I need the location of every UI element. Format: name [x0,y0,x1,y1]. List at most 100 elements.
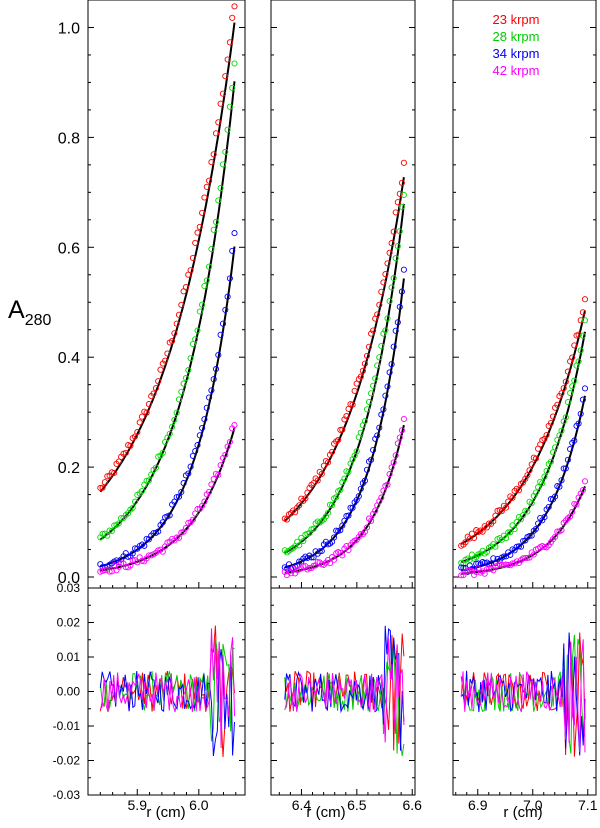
cell-1-point-23-krpm [208,159,215,166]
cell-2-point-23-krpm [316,468,323,475]
cell-2-residual-42-krpm [284,638,405,743]
cell-2-point-42-krpm [363,524,371,531]
cell-1-point-28-krpm [145,477,152,484]
cell-1-point-28-krpm [148,471,155,478]
cell-1-point-34-krpm [222,306,229,313]
cell-3-point-23-krpm [505,498,512,505]
cell-1-point-23-krpm [173,320,180,327]
cell-3-point-42-krpm [526,554,533,561]
cell-3-point-34-krpm [552,493,559,500]
cell-1-point-23-krpm [122,449,129,456]
cell-2-point-23-krpm [382,271,389,278]
cell-3-point-42-krpm [460,572,467,579]
cell-3-residual-34-krpm [460,632,586,756]
cell-3-point-34-krpm [581,385,589,392]
cell-3-point-23-krpm [564,368,571,375]
cell-1-point-42-krpm [175,534,183,541]
cell-3-point-23-krpm [503,504,510,511]
cell-2-point-28-krpm [392,255,399,262]
cell-3-point-28-krpm [503,535,510,542]
cell-1-residual-34-krpm [99,649,235,757]
cell-3-point-34-krpm [560,465,567,472]
cell-3-point-28-krpm [532,489,539,496]
cell-2-point-23-krpm [318,470,325,477]
cell-2-point-28-krpm [388,284,395,291]
cell-3-point-28-krpm [535,484,542,491]
cell-2-point-42-krpm [324,556,332,564]
cell-3-point-42-krpm [554,528,561,535]
cell-1-point-42-krpm [138,557,146,564]
cell-1-point-34-krpm [189,452,196,459]
cell-2-xtick-label: 6.5 [347,797,367,813]
residual-ytick-label: -0.02 [53,754,81,768]
cell-3-point-42-krpm [498,562,505,569]
cell-2-point-28-krpm [294,538,301,545]
cell-1-point-34-krpm [166,512,173,519]
cell-1-point-28-krpm [215,197,222,204]
cell-3-point-23-krpm [509,494,516,501]
cell-1-point-23-krpm [111,469,118,476]
cell-2-point-34-krpm [390,343,397,350]
cell-2-point-42-krpm [378,494,385,501]
cell-3-point-23-krpm [528,461,535,468]
cell-1-point-23-krpm [199,209,206,216]
cell-3-point-34-krpm [564,456,571,463]
cell-3-point-42-krpm [458,572,465,579]
cell-3-point-23-krpm [490,518,497,525]
cell-2-point-34-krpm [308,554,315,561]
cell-2-point-28-krpm [390,275,397,282]
cell-1-point-23-krpm [134,429,141,436]
cell-1-point-23-krpm [217,100,224,107]
cell-2-point-28-krpm [370,382,377,389]
cell-2-point-34-krpm [310,554,317,561]
cell-2-point-23-krpm [351,387,358,394]
cell-2-point-28-krpm [310,525,317,532]
cell-1-point-23-krpm [196,223,203,230]
legend-entry-34-krpm: 34 krpm [493,46,540,61]
top-ytick-label: 0.6 [58,240,80,257]
cell-3-point-28-krpm [571,377,578,384]
cell-3-point-28-krpm [552,444,559,451]
cell-1-point-23-krpm [171,330,178,337]
cell-1-point-28-krpm [104,532,111,539]
cell-1-top-frame [87,0,246,589]
cell-2-point-42-krpm [398,427,405,434]
cell-1-point-34-krpm [178,488,185,496]
cell-1-point-28-krpm [231,60,238,67]
cell-1-point-34-krpm [210,376,217,383]
cell-3-point-28-krpm [547,458,554,465]
cell-2-point-34-krpm [396,303,403,310]
cell-3-fit-34-krpm [461,395,586,572]
cell-3-residual-42-krpm [460,639,586,753]
cell-1-point-23-krpm [99,484,106,491]
cell-3-point-42-krpm [573,501,580,508]
cell-3-point-34-krpm [535,520,542,527]
cell-2-point-28-krpm [290,545,297,552]
cell-3-point-28-krpm [505,529,512,536]
cell-2-point-23-krpm [363,352,371,359]
cell-1-point-23-krpm [182,284,189,291]
cell-2-point-42-krpm [339,552,346,559]
cell-1-point-28-krpm [229,84,236,91]
cell-3-point-42-krpm [543,544,550,551]
cell-2-point-34-krpm [349,504,356,511]
cell-1-point-34-krpm [201,416,208,423]
cell-3-point-28-krpm [524,508,531,515]
cell-2-xtick-label: 6.6 [402,797,422,813]
cell-3-point-23-krpm [549,413,557,420]
cell-3-point-23-krpm [575,331,582,338]
cell-2-fit-23-krpm [284,177,405,522]
top-ytick-label: 0.0 [58,570,80,587]
cell-2-point-42-krpm [372,507,379,514]
cell-1-point-28-krpm [219,161,227,168]
top-ytick-label: 0.2 [58,460,80,477]
cell-2-point-23-krpm [343,413,350,420]
cell-1-point-23-krpm [212,130,220,137]
cell-3-point-42-krpm [552,533,559,540]
cell-2-point-28-krpm [361,418,368,425]
cell-2-point-34-krpm [392,327,399,334]
cell-2-point-34-krpm [331,534,338,541]
cell-3-point-23-krpm [492,512,499,519]
cell-3-point-23-krpm [560,385,567,392]
cell-2-point-34-krpm [398,288,405,295]
